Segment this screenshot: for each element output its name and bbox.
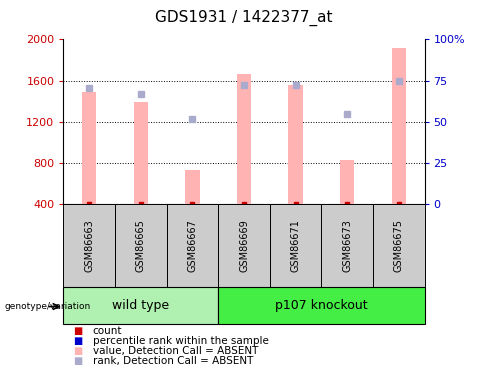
Bar: [340, 160, 354, 204]
Text: count: count: [93, 326, 122, 336]
Bar: [288, 85, 303, 204]
Text: rank, Detection Call = ABSENT: rank, Detection Call = ABSENT: [93, 356, 253, 366]
Bar: [270, 204, 322, 287]
Text: GSM86673: GSM86673: [342, 219, 352, 272]
Text: GSM86669: GSM86669: [239, 219, 249, 272]
Bar: [218, 287, 425, 324]
Text: GSM86665: GSM86665: [136, 219, 146, 272]
Text: value, Detection Call = ABSENT: value, Detection Call = ABSENT: [93, 346, 258, 356]
Bar: [115, 204, 166, 287]
Text: genotype/variation: genotype/variation: [5, 302, 91, 311]
Bar: [237, 74, 251, 204]
Bar: [373, 204, 425, 287]
Bar: [322, 204, 373, 287]
Bar: [134, 102, 148, 204]
Text: ■: ■: [73, 356, 82, 366]
Text: GSM86667: GSM86667: [187, 219, 198, 272]
Bar: [63, 204, 115, 287]
Bar: [166, 204, 218, 287]
Bar: [185, 170, 200, 204]
Text: GSM86675: GSM86675: [394, 219, 404, 272]
Text: GSM86671: GSM86671: [290, 219, 301, 272]
Text: p107 knockout: p107 knockout: [275, 299, 367, 312]
Text: ■: ■: [73, 346, 82, 356]
Text: percentile rank within the sample: percentile rank within the sample: [93, 336, 268, 346]
Text: ■: ■: [73, 326, 82, 336]
Text: ■: ■: [73, 336, 82, 346]
Text: GSM86663: GSM86663: [84, 219, 94, 272]
Bar: [82, 92, 97, 204]
Bar: [63, 287, 218, 324]
Text: GDS1931 / 1422377_at: GDS1931 / 1422377_at: [155, 9, 333, 26]
Bar: [218, 204, 270, 287]
Text: wild type: wild type: [112, 299, 169, 312]
Bar: [391, 48, 406, 204]
